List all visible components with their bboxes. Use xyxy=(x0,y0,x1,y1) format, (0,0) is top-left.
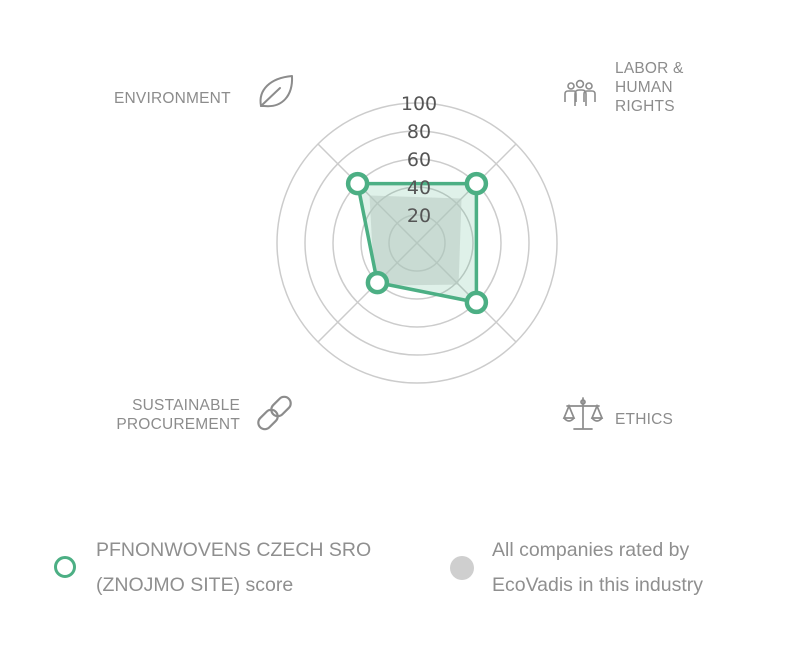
legend-company-marker xyxy=(54,556,76,578)
legend-industry-line: All companies rated by xyxy=(492,539,690,561)
tick-label: 80 xyxy=(407,121,431,143)
axis-label-labor-human-rights: LABOR & HUMAN RIGHTS xyxy=(615,59,684,116)
axis-label-line: HUMAN xyxy=(615,79,673,96)
axis-label-environment: ENVIRONMENT xyxy=(114,90,231,107)
legend-company-line: PFNONWOVENS CZECH SRO xyxy=(96,539,372,561)
grid-ring xyxy=(276,102,558,384)
people-icon xyxy=(564,79,596,106)
tick-label: 60 xyxy=(407,149,431,171)
company-score-point xyxy=(345,171,370,196)
axis-label-line: RIGHTS xyxy=(615,98,675,115)
grid-ring xyxy=(360,186,474,300)
legend-industry-line: EcoVadis in this industry xyxy=(492,574,703,596)
grid-ring xyxy=(304,130,530,356)
axis-label-sustainable-procurement: SUSTAINABLE PROCUREMENT xyxy=(100,396,240,434)
axis-label-line: SUSTAINABLE xyxy=(132,397,240,414)
legend-company: PFNONWOVENS CZECH SRO (ZNOJMO SITE) scor… xyxy=(96,533,426,603)
chain-link-icon xyxy=(257,395,292,431)
industry-average-area xyxy=(369,195,462,286)
scales-icon xyxy=(562,397,604,430)
tick-label: 20 xyxy=(407,205,431,227)
leaf-icon xyxy=(259,75,294,108)
axis-label-ethics: ETHICS xyxy=(615,411,674,428)
grid-ring xyxy=(332,158,502,328)
tick-label: 100 xyxy=(401,93,437,115)
company-score-point xyxy=(464,290,489,315)
company-score-point xyxy=(464,171,489,196)
axis-label-line: LABOR & xyxy=(615,60,684,77)
axis-label-line: PROCUREMENT xyxy=(116,416,240,433)
company-score-point xyxy=(365,270,390,295)
legend-industry-marker xyxy=(450,556,474,580)
legend-industry: All companies rated by EcoVadis in this … xyxy=(492,533,792,603)
tick-label: 40 xyxy=(407,177,431,199)
legend-company-line: (ZNOJMO SITE) score xyxy=(96,574,294,596)
